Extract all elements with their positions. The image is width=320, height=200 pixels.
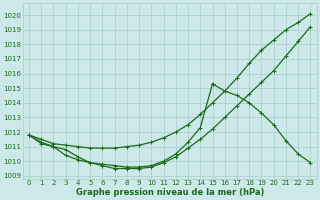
X-axis label: Graphe pression niveau de la mer (hPa): Graphe pression niveau de la mer (hPa) (76, 188, 264, 197)
